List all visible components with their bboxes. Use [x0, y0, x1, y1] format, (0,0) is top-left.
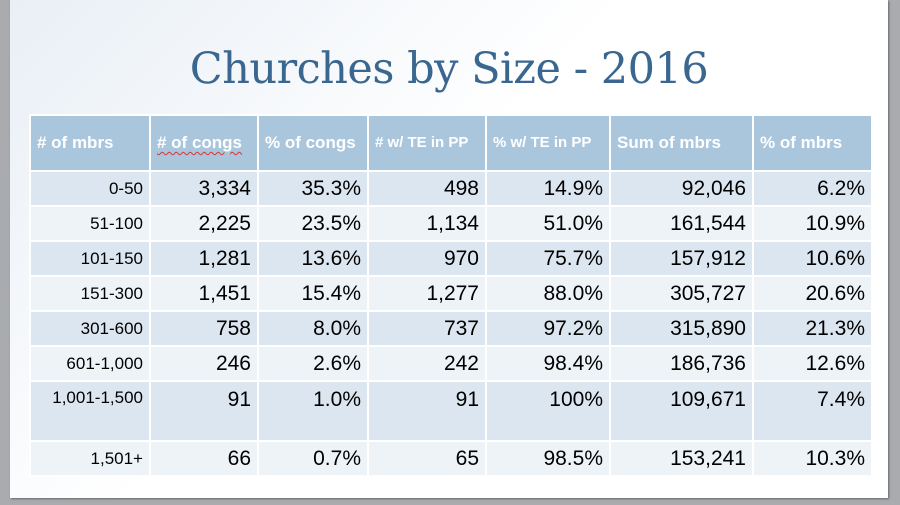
table-cell: 91 [367, 380, 487, 442]
table-cell: 65 [367, 440, 487, 477]
slide-title: Churches by Size - 2016 [189, 44, 709, 94]
table-cell: 161,544 [609, 205, 754, 242]
table-cell: 15.4% [257, 275, 369, 312]
table-cell: 305,727 [609, 275, 754, 312]
table-cell: 737 [367, 310, 487, 347]
table-cell: 97.2% [485, 310, 611, 347]
table-cell: 1,451 [149, 275, 259, 312]
row-label-cell: 101-150 [29, 240, 151, 277]
table-cell: 1,134 [367, 205, 487, 242]
table-cell: 66 [149, 440, 259, 477]
header-cell: # of mbrs [29, 114, 151, 172]
table-cell: 157,912 [609, 240, 754, 277]
table-cell: 10.6% [752, 240, 873, 277]
table-cell: 35.3% [257, 170, 369, 207]
table-cell: 3,334 [149, 170, 259, 207]
table-cell: 12.6% [752, 345, 873, 382]
table-cell: 10.3% [752, 440, 873, 477]
table-cell: 7.4% [752, 380, 873, 442]
table-cell: 23.5% [257, 205, 369, 242]
row-label-cell: 0-50 [29, 170, 151, 207]
header-cell: # w/ TE in PP [367, 114, 487, 172]
table-cell: 2.6% [257, 345, 369, 382]
header-cell: Sum of mbrs [609, 114, 754, 172]
header-row: # of mbrs # of congs % of congs # w/ TE … [29, 114, 873, 172]
table-cell: 1.0% [257, 380, 369, 442]
table-cell: 8.0% [257, 310, 369, 347]
row-label-cell: 301-600 [29, 310, 151, 347]
table-row: 51-100 2,225 23.5% 1,134 51.0% 161,544 10.9% [29, 205, 873, 242]
table-cell: 100% [485, 380, 611, 442]
table-row: 1,501+ 66 0.7% 65 98.5% 153,241 10.3% [29, 440, 873, 477]
table-cell: 98.4% [485, 345, 611, 382]
row-label-cell: 601-1,000 [29, 345, 151, 382]
header-cell: % of congs [257, 114, 369, 172]
table-row: 151-300 1,451 15.4% 1,277 88.0% 305,727 20.6% [29, 275, 873, 312]
table-cell: 88.0% [485, 275, 611, 312]
table-cell: 970 [367, 240, 487, 277]
table-row: 301-600 758 8.0% 737 97.2% 315,890 21.3% [29, 310, 873, 347]
table-cell: 1,277 [367, 275, 487, 312]
table-cell: 2,225 [149, 205, 259, 242]
table-cell: 10.9% [752, 205, 873, 242]
table-cell: 0.7% [257, 440, 369, 477]
table-cell: 92,046 [609, 170, 754, 207]
table-row: 0-50 3,334 35.3% 498 14.9% 92,046 6.2% [29, 170, 873, 207]
table-cell: 246 [149, 345, 259, 382]
table-cell: 242 [367, 345, 487, 382]
table-cell: 91 [149, 380, 259, 442]
slide: Churches by Size - 2016 # of mbrs # of c… [10, 0, 888, 498]
row-label-cell: 1,001-1,500 [29, 380, 151, 442]
table-cell: 21.3% [752, 310, 873, 347]
table-cell: 6.2% [752, 170, 873, 207]
header-cell: # of congs [149, 114, 259, 172]
row-label-cell: 51-100 [29, 205, 151, 242]
table-cell: 153,241 [609, 440, 754, 477]
table-cell: 75.7% [485, 240, 611, 277]
table-cell: 14.9% [485, 170, 611, 207]
table-cell: 20.6% [752, 275, 873, 312]
table-cell: 51.0% [485, 205, 611, 242]
table-cell: 98.5% [485, 440, 611, 477]
table-cell: 13.6% [257, 240, 369, 277]
table-cell: 498 [367, 170, 487, 207]
table-cell: 109,671 [609, 380, 754, 442]
table-cell: 186,736 [609, 345, 754, 382]
table-row: 101-150 1,281 13.6% 970 75.7% 157,912 10.6% [29, 240, 873, 277]
churches-table: # of mbrs # of congs % of congs # w/ TE … [29, 114, 873, 477]
row-label-cell: 1,501+ [29, 440, 151, 477]
table-cell: 758 [149, 310, 259, 347]
header-cell: % w/ TE in PP [485, 114, 611, 172]
table-cell: 1,281 [149, 240, 259, 277]
row-label-cell: 151-300 [29, 275, 151, 312]
table-row: 1,001-1,500 91 1.0% 91 100% 109,671 7.4% [29, 380, 873, 442]
header-cell: % of mbrs [752, 114, 873, 172]
table-cell: 315,890 [609, 310, 754, 347]
table-row: 601-1,000 246 2.6% 242 98.4% 186,736 12.6% [29, 345, 873, 382]
